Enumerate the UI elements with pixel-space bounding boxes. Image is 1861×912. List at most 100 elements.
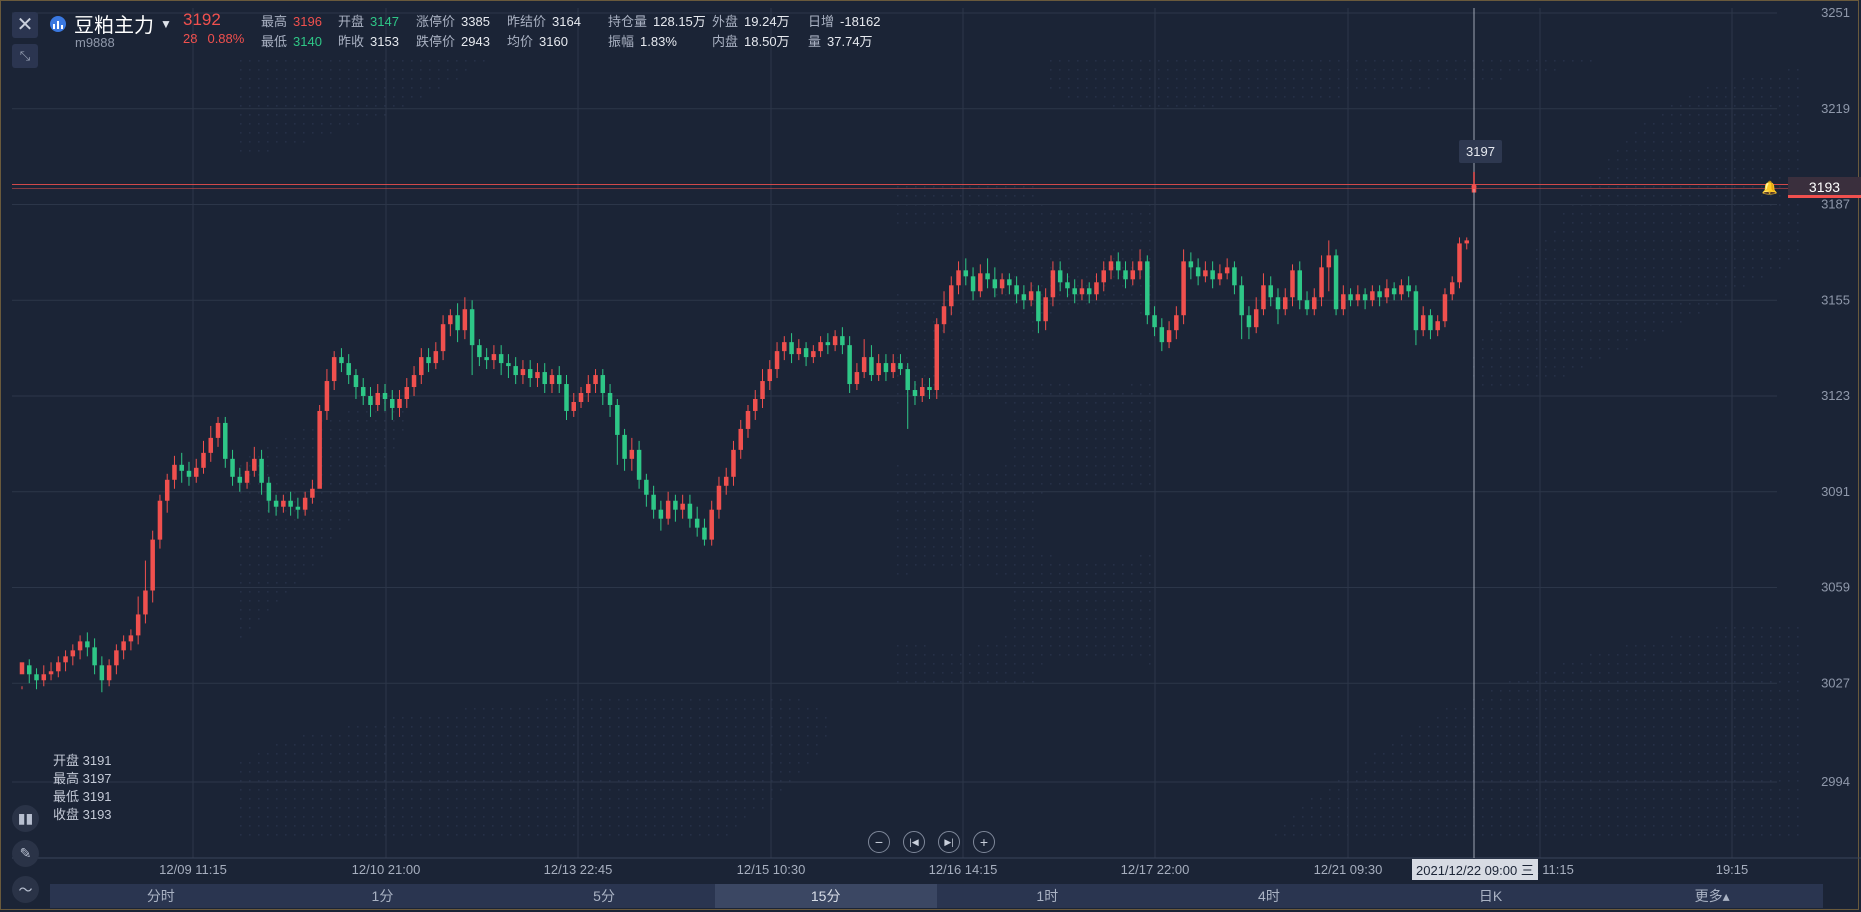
candle [1442, 288, 1448, 328]
candle-body [1130, 270, 1136, 280]
crosshair-date: 2021/12/22 09:00 三 [1412, 859, 1538, 880]
candle-body [433, 351, 439, 364]
candle-body [1086, 288, 1092, 295]
y-tick-label: 3251 [1821, 5, 1850, 20]
candle [1449, 276, 1455, 301]
candle [1072, 279, 1077, 304]
candle-body [1319, 267, 1324, 298]
candle [1130, 261, 1136, 286]
indicator-button[interactable]: ▮▮ [12, 805, 39, 832]
candle [223, 416, 228, 468]
candle-body [310, 488, 315, 498]
candle [890, 354, 896, 379]
candle [970, 267, 976, 301]
candle [876, 354, 881, 382]
candle [1239, 276, 1244, 340]
candle [687, 494, 693, 528]
candle-body [636, 449, 642, 480]
candle [1108, 255, 1114, 280]
candle-body [1181, 261, 1186, 316]
candle-body [782, 342, 787, 352]
jump-end-button[interactable]: ▶| [938, 831, 960, 853]
line-tool-button[interactable]: 〜 [12, 876, 39, 903]
symbol-title[interactable]: 豆粕主力 ▼ [50, 9, 172, 38]
candle-body [607, 393, 613, 405]
tab-timeframe[interactable]: 日K [1478, 888, 1503, 904]
tab-timeframe[interactable]: 1分 [371, 888, 394, 904]
x-tick-label: 12/17 22:00 [1120, 862, 1190, 877]
chevron-down-icon[interactable]: ▼ [160, 16, 172, 31]
candle-body [295, 506, 301, 510]
y-axis: 3251 3219 3187 3155 3123 3091 3059 3027 2994 [1821, 5, 1850, 789]
close-button[interactable]: ✕ [12, 12, 38, 38]
tab-timeframe[interactable]: 1时 [1036, 888, 1059, 904]
candle [1326, 240, 1332, 292]
stat-label: 均价 [507, 34, 534, 49]
candle [1464, 237, 1469, 250]
candle-body [404, 387, 410, 399]
candle-body [41, 674, 47, 681]
stat-item: 持仓量 128.15万 [608, 11, 706, 30]
alert-button[interactable]: 🔔 [1762, 180, 1778, 196]
candle [702, 518, 707, 546]
price-change: 28 0.88% [183, 31, 254, 46]
candle-body [1261, 285, 1266, 310]
candle [1137, 249, 1143, 280]
candle [1457, 237, 1462, 289]
candle-body [825, 342, 831, 346]
candle-body [1275, 297, 1281, 310]
crosshair-dot [1471, 184, 1477, 190]
candle [1377, 285, 1382, 307]
tab-timeframe[interactable]: 分时 [146, 888, 175, 904]
tab-timeframe[interactable]: 5分 [593, 888, 615, 904]
zoom-in-button[interactable]: + [973, 831, 995, 853]
line-chart-icon: 〜 [18, 881, 33, 898]
draw-button[interactable]: ✎ [12, 840, 39, 867]
candle [1065, 273, 1070, 298]
candle-body [208, 437, 214, 453]
stat-item: 日增 -18162 [808, 11, 881, 30]
candle-body [237, 476, 243, 483]
candle-body [223, 422, 228, 459]
candle-body [992, 279, 998, 289]
candle [27, 659, 32, 684]
candle-body [723, 476, 729, 486]
last-price: 3192 [183, 10, 221, 29]
candle [41, 665, 47, 687]
tab-timeframe[interactable]: 15分 [714, 884, 937, 908]
candle-body [658, 509, 664, 519]
jump-start-button[interactable]: |◀ [903, 831, 925, 853]
candle [840, 327, 845, 355]
candle [346, 354, 351, 385]
candle-body [375, 393, 380, 405]
candle [448, 309, 453, 337]
candle-body [898, 363, 903, 370]
candle [1253, 297, 1259, 334]
stat-label: 持仓量 [608, 14, 648, 29]
candle [847, 336, 852, 394]
candle [382, 384, 388, 411]
candle [179, 452, 184, 483]
zoom-out-button[interactable]: − [868, 831, 890, 853]
stat-value: 3196 [293, 14, 322, 29]
candle-body [1021, 294, 1027, 301]
candle-body [273, 500, 279, 507]
stat-item: 开盘 3147 [338, 11, 399, 30]
candle-body [774, 351, 780, 370]
tab-timeframe[interactable]: 4时 [1258, 888, 1280, 904]
expand-button[interactable]: ⤡ [12, 44, 38, 68]
candle [419, 348, 424, 385]
candle-body [172, 464, 177, 480]
candle [77, 635, 83, 660]
candle-body [1123, 270, 1128, 280]
candle-body [56, 662, 61, 672]
stat-value: 3385 [461, 14, 490, 29]
x-tick-label: 12/16 14:15 [928, 862, 998, 877]
candle-body [244, 470, 250, 483]
candle [462, 297, 468, 340]
candle [615, 398, 620, 465]
candle [898, 354, 903, 376]
x-tick-label: 12/21 09:30 [1313, 862, 1383, 877]
tab-timeframe[interactable]: 更多▴ [1694, 888, 1730, 904]
